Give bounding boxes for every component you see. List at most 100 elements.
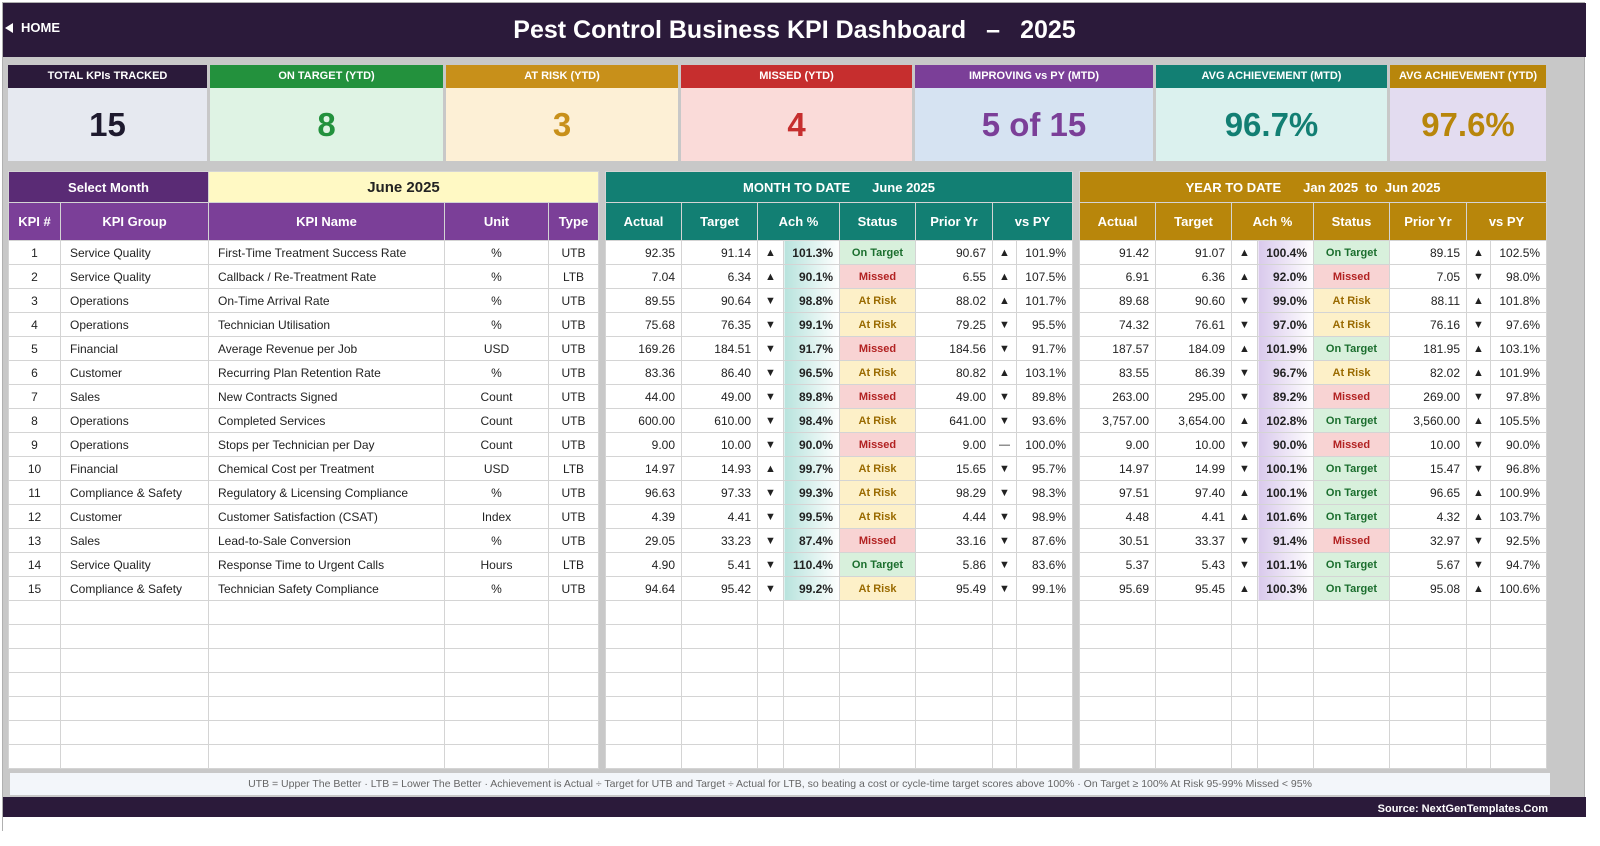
unit-cell: % [444, 576, 549, 601]
empty-cell [1079, 648, 1156, 673]
table-row: 96.63 97.33 ▼ 99.3% At Risk 98.29 ▼ 98.3% [605, 480, 1073, 505]
empty-cell [1489, 744, 1548, 769]
home-button[interactable]: HOME [5, 20, 60, 35]
target-cell: 184.09 [1155, 336, 1232, 361]
empty-cell [757, 624, 784, 649]
target-cell: 95.45 [1155, 576, 1232, 601]
kpi-name-cell: Callback / Re-Treatment Rate [208, 264, 445, 289]
vs-py-cell: 91.7% [1016, 336, 1073, 361]
empty-cell [444, 744, 549, 769]
month-selector[interactable]: June 2025 [208, 171, 599, 203]
achievement-cell: 99.7% [783, 456, 840, 481]
empty-cell [1313, 624, 1390, 649]
empty-cell [1016, 672, 1073, 697]
vs-py-cell: 100.9% [1489, 480, 1548, 505]
table-row: 5.37 5.43 ▼ 101.1% On Target 5.67 ▼ 94.7% [1079, 552, 1548, 577]
vs-py-cell: 101.8% [1489, 288, 1548, 313]
vs-py-cell: 97.8% [1489, 384, 1548, 409]
arrow-down-icon: ▼ [992, 336, 1017, 361]
kpi-name-cell: First-Time Treatment Success Rate [208, 240, 445, 265]
achievement-cell: 98.4% [783, 408, 840, 433]
empty-cell [1257, 696, 1314, 721]
empty-cell [1079, 696, 1156, 721]
empty-cell [992, 624, 1017, 649]
empty-cell [548, 624, 599, 649]
status-badge: At Risk [1313, 312, 1390, 337]
arrow-down-icon: ▼ [757, 312, 784, 337]
kpi-group-cell: Customer [60, 360, 209, 385]
target-cell: 33.23 [681, 528, 758, 553]
achievement-cell: 89.2% [1257, 384, 1314, 409]
empty-cell [1079, 624, 1156, 649]
kpi-card-label: TOTAL KPIs TRACKED [8, 65, 207, 88]
kpi-group-cell: Operations [60, 312, 209, 337]
header-kpi-number: KPI # [8, 202, 61, 241]
kpi-number-cell: 2 [8, 264, 61, 289]
empty-cell [1489, 648, 1548, 673]
table-row: 11 Compliance & Safety Regulatory & Licens… [8, 480, 599, 505]
empty-row [1079, 744, 1548, 769]
prior-year-cell: 96.65 [1389, 480, 1467, 505]
arrow-up-icon: ▲ [757, 240, 784, 265]
type-cell: UTB [548, 408, 599, 433]
arrow-up-icon: ▲ [1231, 504, 1258, 529]
target-cell: 6.34 [681, 264, 758, 289]
unit-cell: % [444, 264, 549, 289]
kpi-group-cell: Compliance & Safety [60, 576, 209, 601]
vs-py-cell: 96.8% [1489, 456, 1548, 481]
empty-cell [915, 648, 993, 673]
empty-cell [444, 624, 549, 649]
actual-cell: 96.63 [605, 480, 682, 505]
kpi-number-cell: 9 [8, 432, 61, 457]
table-row: 9.00 10.00 ▼ 90.0% Missed 9.00—100.0% [605, 432, 1073, 457]
status-badge: At Risk [839, 576, 916, 601]
actual-cell: 97.51 [1079, 480, 1156, 505]
kpi-group-cell: Sales [60, 384, 209, 409]
empty-cell [783, 696, 840, 721]
achievement-cell: 92.0% [1257, 264, 1314, 289]
vs-py-cell: 101.9% [1016, 240, 1073, 265]
kpi-number-cell: 14 [8, 552, 61, 577]
target-cell: 5.41 [681, 552, 758, 577]
kpi-card-label: MISSED (YTD) [681, 65, 912, 88]
header-unit: Unit [444, 202, 549, 241]
empty-cell [1016, 624, 1073, 649]
type-cell: UTB [548, 336, 599, 361]
actual-cell: 89.68 [1079, 288, 1156, 313]
arrow-up-icon: ▲ [757, 264, 784, 289]
empty-cell [1016, 696, 1073, 721]
kpi-name-cell: Technician Safety Compliance [208, 576, 445, 601]
spreadsheet-area: HOME Pest Control Business KPI Dashboard… [2, 2, 1586, 832]
table-row: 5 Financial Average Revenue per Job USD UTB [8, 336, 599, 361]
actual-cell: 30.51 [1079, 528, 1156, 553]
header-kpi-group: KPI Group [60, 202, 209, 241]
kpi-number-cell: 7 [8, 384, 61, 409]
type-cell: UTB [548, 576, 599, 601]
vs-py-cell: 95.5% [1016, 312, 1073, 337]
kpi-name-cell: New Contracts Signed [208, 384, 445, 409]
empty-cell [1466, 744, 1491, 769]
actual-cell: 4.48 [1079, 504, 1156, 529]
empty-cell [605, 744, 682, 769]
kpi-name-cell: Stops per Technician per Day [208, 432, 445, 457]
empty-row [1079, 672, 1548, 697]
vs-py-cell: 105.5% [1489, 408, 1548, 433]
empty-row [8, 672, 599, 697]
ytd-panel: YEAR TO DATE Jan 2025 to Jun 2025 Actual … [1078, 171, 1548, 769]
target-cell: 610.00 [681, 408, 758, 433]
prior-year-cell: 181.95 [1389, 336, 1467, 361]
header-type: Type [548, 202, 599, 241]
kpi-group-cell: Service Quality [60, 552, 209, 577]
status-badge: On Target [1313, 504, 1390, 529]
achievement-cell: 96.7% [1257, 360, 1314, 385]
arrow-up-icon: ▲ [1466, 336, 1491, 361]
table-row: 83.55 86.39 ▼ 96.7% At Risk 82.02 ▲ 101.9% [1079, 360, 1548, 385]
empty-cell [1313, 696, 1390, 721]
arrow-down-icon: ▼ [992, 312, 1017, 337]
prior-year-cell: 88.02 [915, 288, 993, 313]
kpi-group-cell: Financial [60, 456, 209, 481]
prior-year-cell: 95.49 [915, 576, 993, 601]
actual-cell: 74.32 [1079, 312, 1156, 337]
target-cell: 6.36 [1155, 264, 1232, 289]
arrow-down-icon: ▼ [1231, 288, 1258, 313]
